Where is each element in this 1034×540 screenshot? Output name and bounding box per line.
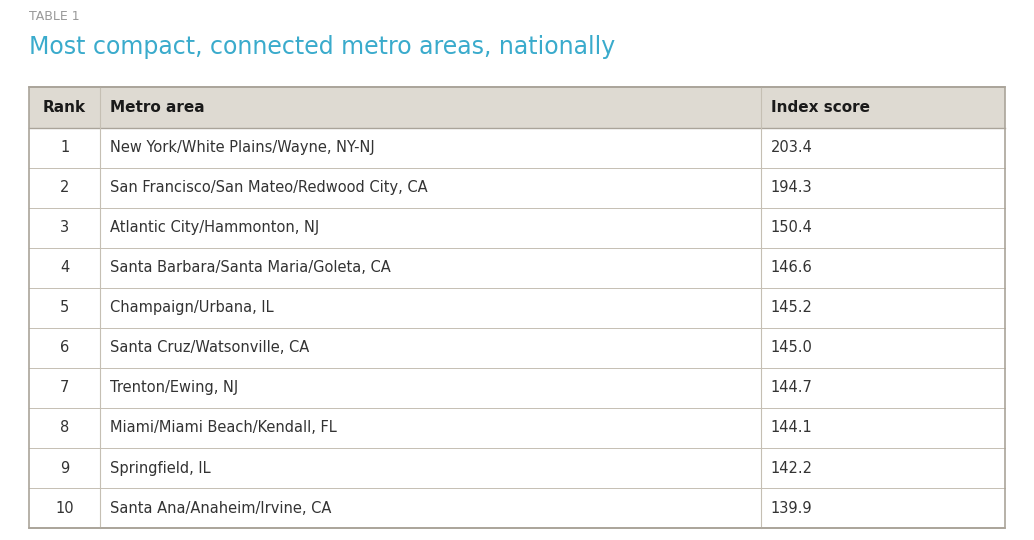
Text: 7: 7 — [60, 380, 69, 395]
Text: 145.0: 145.0 — [770, 340, 813, 355]
Text: 144.7: 144.7 — [770, 380, 813, 395]
Text: 5: 5 — [60, 300, 69, 315]
Text: 139.9: 139.9 — [770, 501, 813, 516]
Text: 1: 1 — [60, 140, 69, 155]
Text: 6: 6 — [60, 340, 69, 355]
Text: Index score: Index score — [770, 100, 870, 115]
Text: 4: 4 — [60, 260, 69, 275]
Text: 142.2: 142.2 — [770, 461, 813, 476]
Text: Santa Barbara/Santa Maria/Goleta, CA: Santa Barbara/Santa Maria/Goleta, CA — [110, 260, 391, 275]
Text: 3: 3 — [60, 220, 69, 235]
Text: TABLE 1: TABLE 1 — [29, 10, 80, 23]
Text: Springfield, IL: Springfield, IL — [110, 461, 211, 476]
Text: Champaign/Urbana, IL: Champaign/Urbana, IL — [110, 300, 274, 315]
Text: 150.4: 150.4 — [770, 220, 813, 235]
Text: Santa Ana/Anaheim/Irvine, CA: Santa Ana/Anaheim/Irvine, CA — [110, 501, 331, 516]
Text: Rank: Rank — [43, 100, 86, 115]
Text: 203.4: 203.4 — [770, 140, 813, 155]
Text: Santa Cruz/Watsonville, CA: Santa Cruz/Watsonville, CA — [110, 340, 309, 355]
Text: San Francisco/San Mateo/Redwood City, CA: San Francisco/San Mateo/Redwood City, CA — [110, 180, 428, 195]
Text: 8: 8 — [60, 421, 69, 435]
Text: 2: 2 — [60, 180, 69, 195]
Text: Trenton/Ewing, NJ: Trenton/Ewing, NJ — [110, 380, 238, 395]
Text: Most compact, connected metro areas, nationally: Most compact, connected metro areas, nat… — [29, 35, 615, 59]
Text: 144.1: 144.1 — [770, 421, 813, 435]
Text: 194.3: 194.3 — [770, 180, 813, 195]
Text: Miami/Miami Beach/Kendall, FL: Miami/Miami Beach/Kendall, FL — [110, 421, 337, 435]
Text: 145.2: 145.2 — [770, 300, 813, 315]
Text: 9: 9 — [60, 461, 69, 476]
Text: Atlantic City/Hammonton, NJ: Atlantic City/Hammonton, NJ — [110, 220, 320, 235]
Text: New York/White Plains/Wayne, NY-NJ: New York/White Plains/Wayne, NY-NJ — [110, 140, 374, 155]
Text: 146.6: 146.6 — [770, 260, 813, 275]
Text: Metro area: Metro area — [110, 100, 205, 115]
Text: 10: 10 — [55, 501, 73, 516]
